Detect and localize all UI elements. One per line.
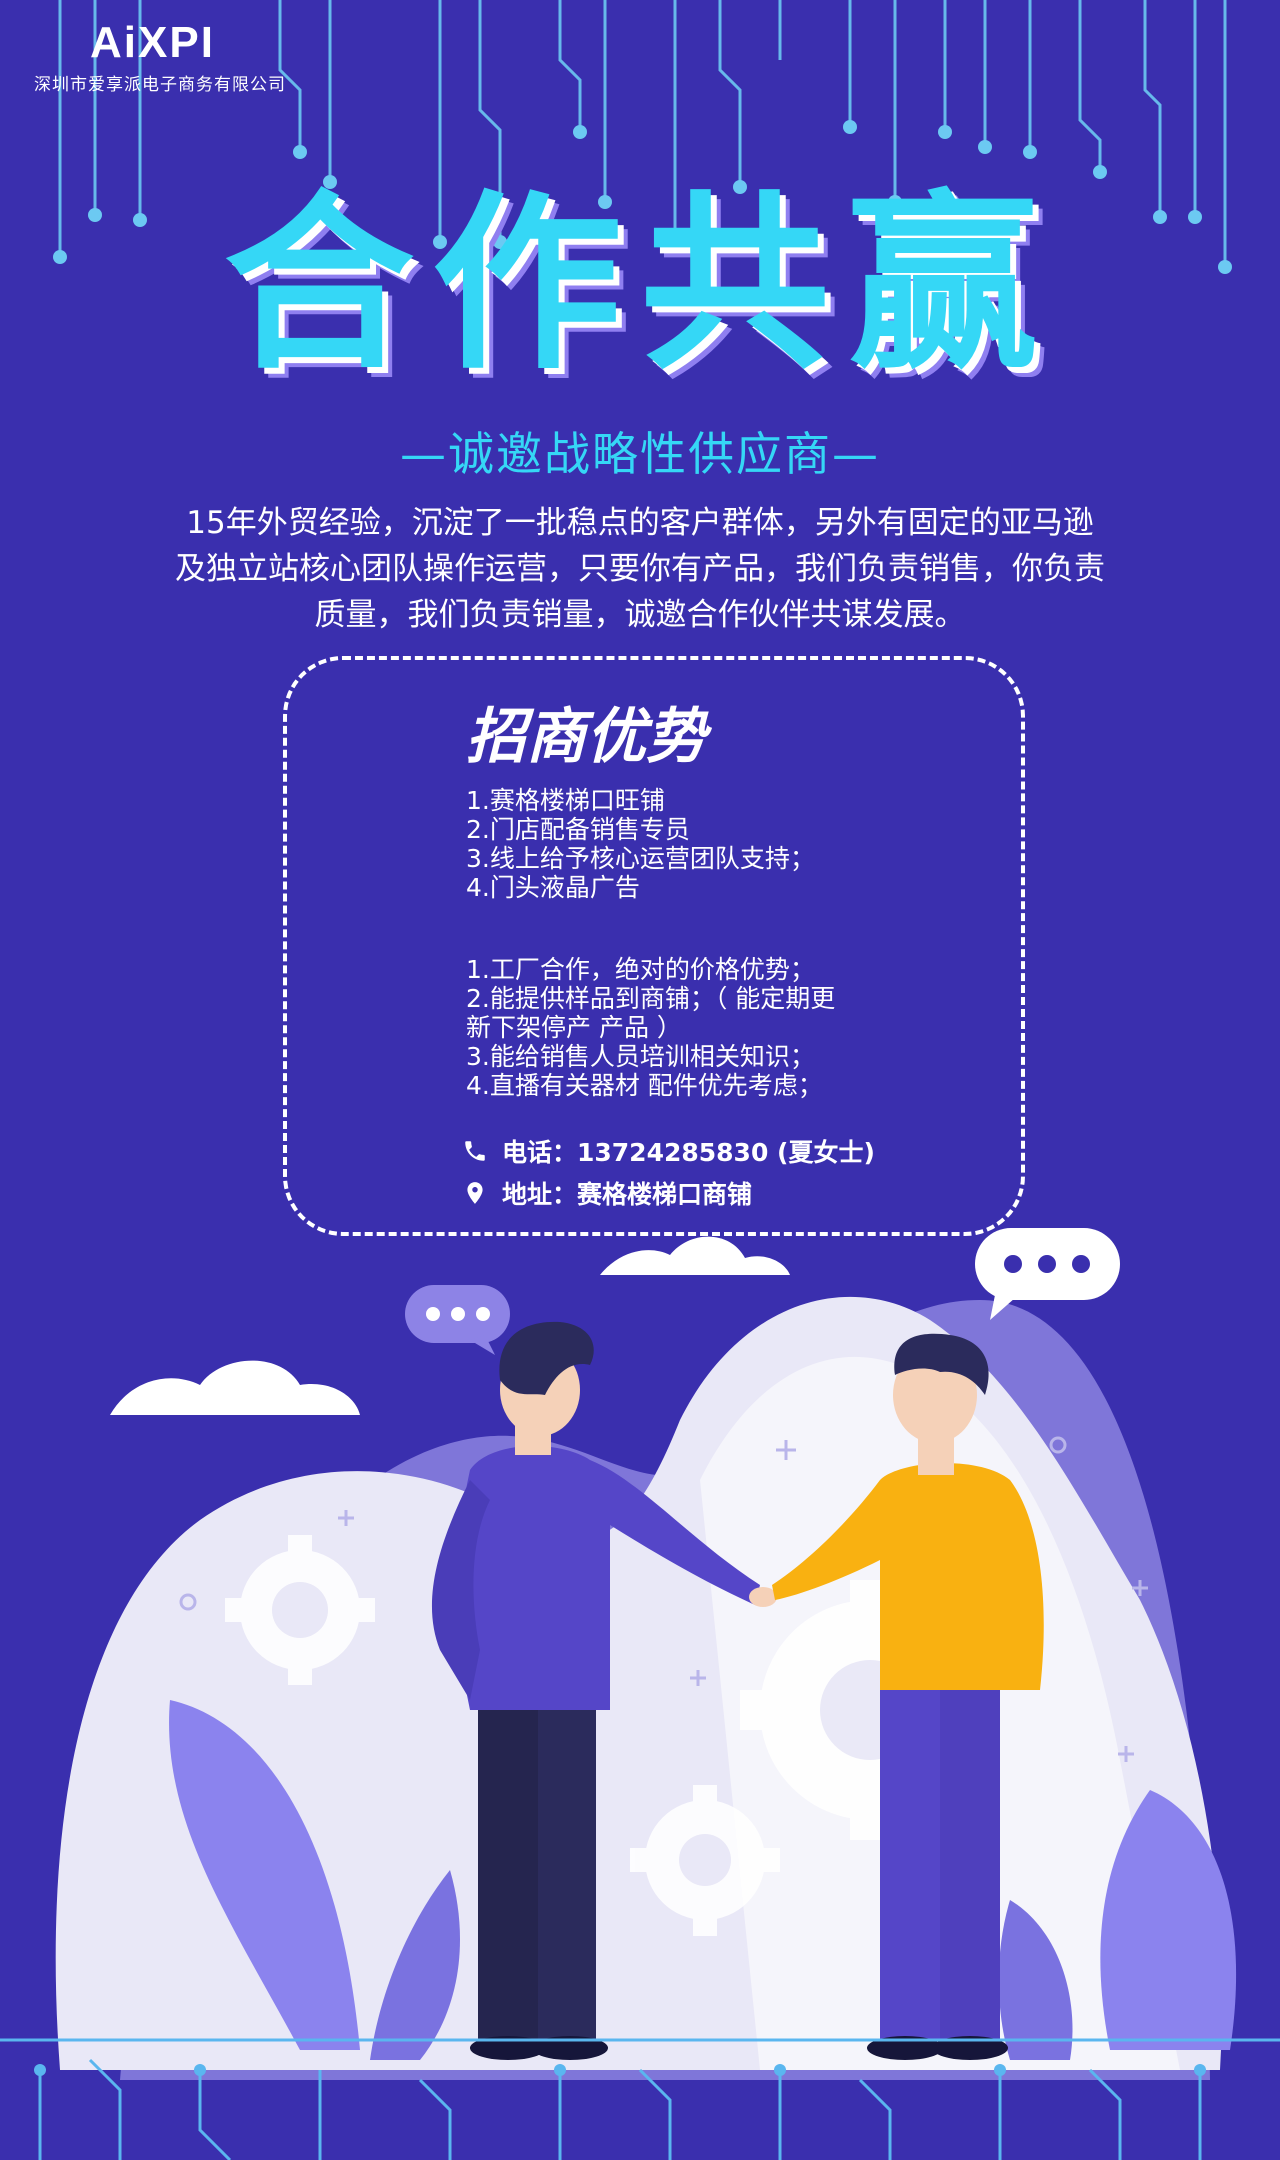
phone-text: 电话：13724285830 (夏女士) — [502, 1138, 875, 1167]
leaf-icon — [169, 1700, 360, 2050]
contact-address: 地址：赛格楼梯口商铺 — [462, 1175, 752, 1213]
phone-icon — [462, 1138, 490, 1170]
list-item: 1.赛格楼梯口旺铺 — [466, 786, 665, 815]
advantages-panel — [283, 656, 1025, 1236]
hill-front — [55, 1296, 1222, 2070]
list-item: 2.门店配备销售专员 — [466, 815, 690, 844]
address-text: 地址：赛格楼梯口商铺 — [502, 1180, 753, 1209]
gear-icon — [225, 1535, 375, 1685]
leaf-icon — [1100, 1790, 1237, 2050]
intro-paragraph: 15年外贸经验，沉淀了一批稳点的客户群体，另外有固定的亚马逊 及独立站核心团队操… — [140, 500, 1140, 638]
list-item: 3.线上给予核心运营团队支持； — [466, 844, 815, 873]
list-item: 4.直播有关器材 配件优先考虑； — [466, 1071, 823, 1100]
cloud-icon — [600, 1236, 790, 1275]
brand-logo: AiXPI — [90, 18, 215, 67]
list-item: 4.门头液晶广告 — [466, 873, 640, 902]
list-item: 3.能给销售人员培训相关知识； — [466, 1042, 815, 1071]
intro-line: 15年外贸经验，沉淀了一批稳点的客户群体，另外有固定的亚马逊 — [186, 505, 1094, 541]
speech-bubble-icon — [975, 1228, 1120, 1320]
intro-line: 质量，我们负责销量，诚邀合作伙伴共谋发展。 — [314, 597, 966, 633]
hill-shade — [700, 1356, 1180, 2070]
company-name: 深圳市爱享派电子商务有限公司 — [34, 75, 286, 95]
advantage-list-1: 1.赛格楼梯口旺铺 2.门店配备销售专员 3.线上给予核心运营团队支持； 4.门… — [466, 786, 815, 902]
advantage-list-2: 1.工厂合作，绝对的价格优势； 2.能提供样品到商铺；（ 能定期更 新下架停产 … — [466, 955, 835, 1100]
leaf-icon — [370, 1870, 460, 2060]
hill-back — [120, 1300, 1210, 2080]
brand-block: AiXPI 深圳市爱享派电子商务有限公司 — [34, 18, 286, 95]
leaf-icon — [998, 1900, 1073, 2060]
gear-icon — [630, 1785, 780, 1936]
circuit-lines-top — [53, 0, 1232, 274]
intro-line: 及独立站核心团队操作运营，只要你有产品，我们负责销售，你负责 — [175, 551, 1105, 587]
cloud-icon — [110, 1360, 360, 1415]
list-item: 1.工厂合作，绝对的价格优势； — [466, 955, 815, 984]
speech-bubble-icon — [405, 1285, 510, 1355]
main-title: 合作共赢 — [223, 174, 1056, 395]
person-left — [431, 1321, 777, 2060]
list-item: 2.能提供样品到商铺；（ 能定期更 — [466, 984, 836, 1013]
person-right — [772, 1333, 1044, 2060]
gear-icon — [740, 1580, 1000, 1840]
contact-phone[interactable]: 电话：13724285830 (夏女士) — [462, 1133, 875, 1170]
subtitle: —诚邀战略性供应商— — [400, 427, 880, 481]
list-item: 新下架停产 产品 ） — [466, 1013, 682, 1042]
location-pin-icon — [462, 1179, 490, 1213]
panel-title: 招商优势 — [466, 702, 706, 772]
